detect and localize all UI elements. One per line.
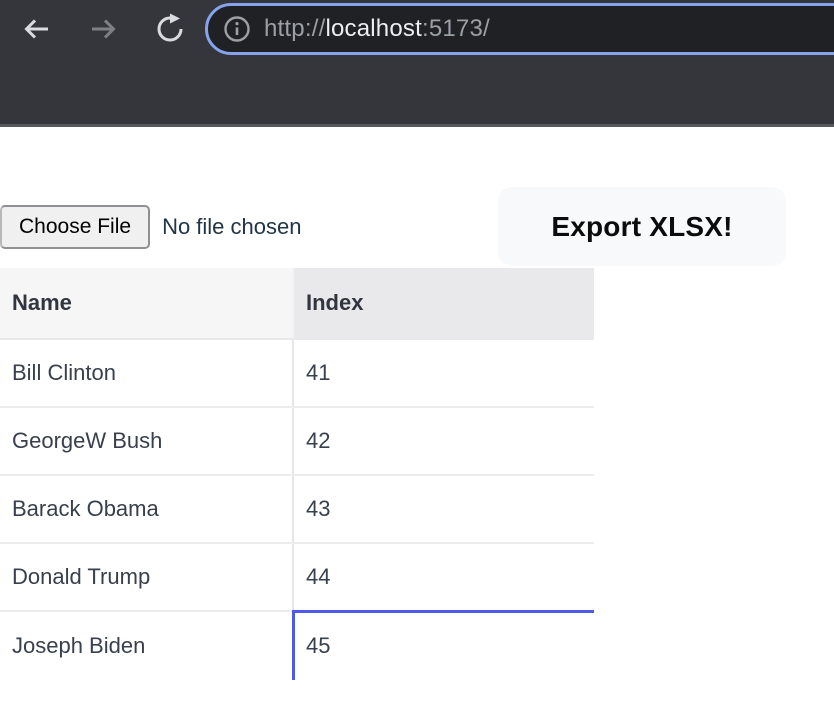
back-icon — [24, 19, 48, 39]
cell-index[interactable]: 42 — [306, 428, 331, 453]
table-row: Barack Obama 43 — [0, 476, 594, 544]
file-status-text: No file chosen — [162, 213, 302, 239]
back-button[interactable] — [20, 13, 52, 45]
column-header-index[interactable]: Index — [294, 268, 594, 338]
table-row: GeorgeW Bush 42 — [0, 408, 594, 476]
cell-selection-outline — [292, 610, 594, 680]
table-row: Bill Clinton 41 — [0, 340, 594, 408]
table-row: Joseph Biden 45 — [0, 610, 594, 680]
export-xlsx-button[interactable]: Export XLSX! — [498, 187, 786, 266]
forward-icon — [92, 19, 116, 39]
url-host: localhost — [325, 15, 422, 42]
url-scheme: http:// — [264, 15, 326, 42]
file-upload-row: Choose File No file chosen Export XLSX! — [0, 187, 834, 266]
table-header-row: Name Index — [0, 268, 594, 340]
page-info-icon[interactable] — [223, 15, 251, 43]
cell-index[interactable]: 44 — [306, 564, 331, 589]
cell-name[interactable]: Donald Trump — [0, 544, 294, 610]
table-row: Donald Trump 44 — [0, 544, 594, 612]
cell-value: 45 — [306, 633, 331, 658]
url-port-path: :5173/ — [421, 15, 490, 42]
browser-toolbar: http://localhost:5173/ — [0, 0, 834, 58]
choose-file-button[interactable]: Choose File — [0, 204, 151, 249]
cell-index[interactable]: 43 — [306, 496, 331, 521]
cell-name[interactable]: Joseph Biden — [0, 612, 294, 680]
column-header-name[interactable]: Name — [0, 268, 294, 338]
page-content: Choose File No file chosen Export XLSX! … — [0, 187, 834, 704]
browser-chrome: http://localhost:5173/ — [0, 0, 834, 127]
forward-button[interactable] — [88, 13, 120, 45]
reload-icon — [157, 13, 183, 42]
selected-cell[interactable]: 45 — [292, 610, 594, 680]
cell-name[interactable]: Barack Obama — [0, 476, 294, 542]
address-bar[interactable]: http://localhost:5173/ — [205, 3, 834, 55]
url-text: http://localhost:5173/ — [264, 15, 490, 43]
reload-button[interactable] — [154, 13, 186, 45]
cell-name[interactable]: Bill Clinton — [0, 340, 294, 406]
cell-name[interactable]: GeorgeW Bush — [0, 408, 294, 474]
cell-index[interactable]: 41 — [306, 360, 331, 385]
data-table: Name Index Bill Clinton 41 GeorgeW Bush … — [0, 268, 594, 680]
